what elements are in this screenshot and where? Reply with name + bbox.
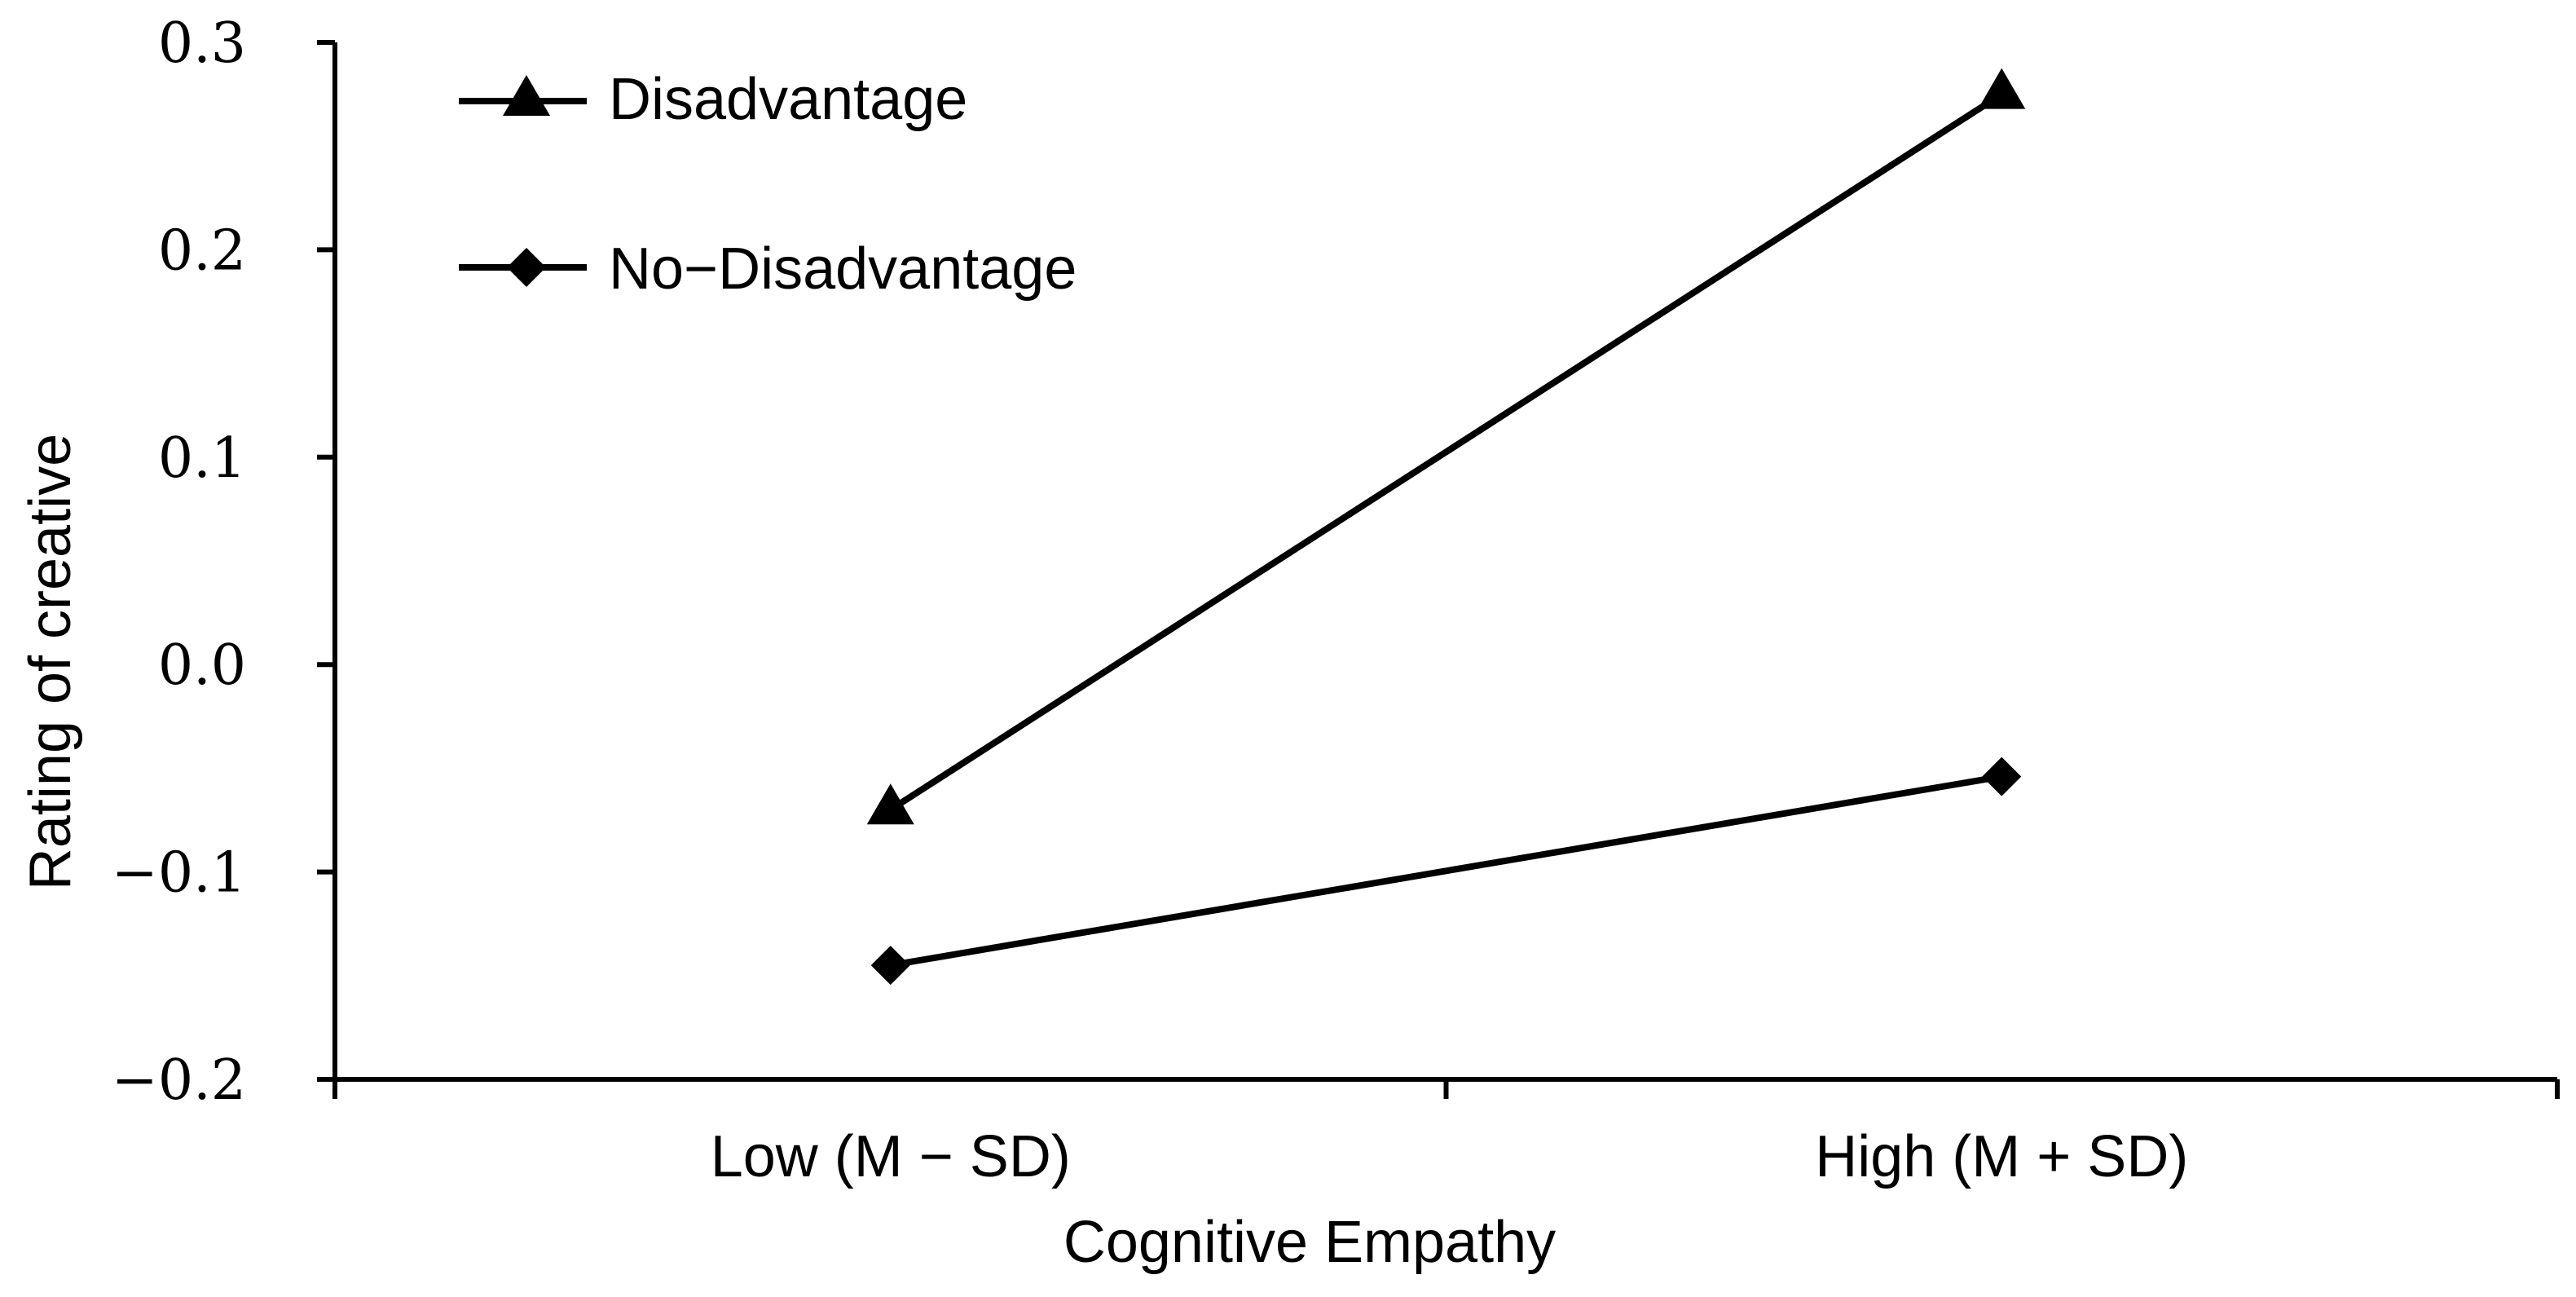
x-axis-title: Cognitive Empathy <box>1063 1210 1556 1275</box>
data-point-triangle <box>1978 68 2026 109</box>
legend-marker-triangle-icon <box>503 75 550 116</box>
legend: Disadvantage No−Disadvantage <box>459 67 1077 302</box>
x-ticks: Low (M − SD) High (M + SD) <box>332 1079 2560 1189</box>
y-axis-title: Rating of creative <box>18 434 83 890</box>
y-tick-label: 0.2 <box>158 218 246 283</box>
y-tick-label: −0.2 <box>112 1048 246 1113</box>
y-tick-label: 0.3 <box>158 11 246 76</box>
data-point-diamond <box>1982 757 2022 796</box>
data-point-triangle <box>866 783 914 825</box>
series <box>866 68 2026 986</box>
legend-item-disadvantage: Disadvantage <box>459 67 967 132</box>
legend-marker-diamond-icon <box>507 248 546 287</box>
y-ticks: 0.3 0.2 0.1 0.0 −0.1 −0.2 <box>112 11 335 1113</box>
legend-label-disadvantage: Disadvantage <box>609 67 967 132</box>
y-tick-label: 0.1 <box>158 426 246 491</box>
y-tick-label: −0.1 <box>112 841 246 906</box>
y-tick-label: 0.0 <box>158 633 246 698</box>
axes <box>332 42 2557 1082</box>
legend-item-no-disadvantage: No−Disadvantage <box>459 236 1077 302</box>
x-tick-label: Low (M − SD) <box>711 1124 1071 1189</box>
legend-label-no-disadvantage: No−Disadvantage <box>609 236 1077 302</box>
data-point-diamond <box>870 946 910 986</box>
series-line-no-disadvantage <box>890 773 2002 969</box>
x-tick-label: High (M + SD) <box>1815 1124 2188 1189</box>
series-line-disadvantage <box>888 91 2004 813</box>
